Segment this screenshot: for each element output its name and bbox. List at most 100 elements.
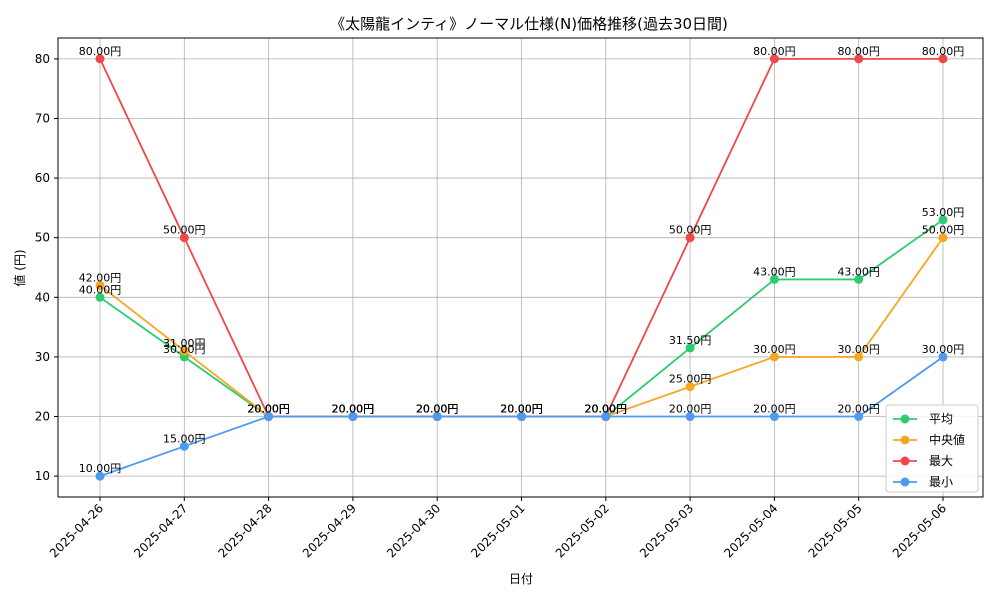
x-tick-label: 2025-05-04 — [721, 501, 780, 560]
data-label: 20.00円 — [332, 403, 375, 416]
data-point — [685, 412, 695, 422]
legend-frame — [885, 404, 979, 493]
data-label: 20.00円 — [753, 403, 796, 416]
data-point — [179, 346, 189, 356]
data-point — [854, 54, 864, 64]
data-point — [769, 274, 779, 284]
data-label: 20.00円 — [416, 403, 459, 416]
data-label: 20.00円 — [416, 403, 459, 416]
data-label: 20.00円 — [500, 403, 543, 416]
data-point — [854, 412, 864, 422]
data-label: 80.00円 — [79, 45, 122, 58]
x-tick-label: 2025-05-02 — [553, 501, 612, 560]
data-label: 20.00円 — [416, 403, 459, 416]
data-label: 20.00円 — [247, 403, 290, 416]
legend-marker — [900, 414, 910, 424]
data-label: 20.00円 — [669, 403, 712, 416]
data-point — [601, 412, 611, 422]
data-label: 20.00円 — [247, 403, 290, 416]
data-label: 31.50円 — [669, 334, 712, 347]
data-label: 80.00円 — [753, 45, 796, 58]
data-label: 50.00円 — [922, 224, 965, 237]
data-point — [685, 343, 695, 353]
data-label: 15.00円 — [163, 432, 206, 445]
data-point — [432, 412, 442, 422]
data-point — [179, 441, 189, 451]
data-point — [517, 412, 526, 422]
y-tick-label: 30 — [35, 350, 50, 364]
x-tick-label: 2025-05-01 — [468, 501, 527, 560]
data-point — [938, 54, 948, 64]
data-label: 20.00円 — [500, 403, 543, 416]
data-point — [938, 352, 948, 362]
data-point — [264, 412, 274, 422]
x-tick-label: 2025-04-28 — [216, 501, 275, 560]
x-tick-label: 2025-05-05 — [806, 501, 865, 560]
data-point — [95, 471, 105, 481]
series-points — [95, 54, 948, 481]
legend-marker — [900, 456, 910, 466]
data-label: 20.00円 — [247, 403, 290, 416]
data-label: 53.00円 — [922, 206, 965, 219]
x-tick-label: 2025-04-30 — [384, 501, 443, 560]
data-label: 30.00円 — [753, 343, 796, 356]
y-tick-label: 20 — [35, 410, 50, 424]
data-label: 20.00円 — [837, 403, 880, 416]
x-tick-label: 2025-05-03 — [637, 501, 696, 560]
data-point — [938, 233, 948, 243]
data-point — [95, 292, 105, 302]
x-tick-label: 2025-04-27 — [131, 501, 190, 560]
data-labels: 40.00円 30.00円 20.00円 20.00円 20.00円 20.00円 20.0… — [79, 45, 965, 475]
data-label: 50.00円 — [669, 224, 712, 237]
data-point — [179, 233, 189, 243]
data-label: 25.00円 — [669, 373, 712, 386]
data-point — [348, 412, 358, 422]
data-point — [854, 352, 864, 362]
data-label: 31.00円 — [163, 337, 206, 350]
data-label: 20.00円 — [416, 403, 459, 416]
data-point — [95, 54, 105, 64]
data-label: 30.00円 — [163, 343, 206, 356]
x-tick-label: 2025-05-06 — [890, 501, 949, 560]
data-label: 10.00円 — [79, 462, 122, 475]
legend-label: 最大 — [929, 454, 953, 468]
data-point — [854, 274, 864, 284]
x-axis: 2025-04-26 2025-04-27 2025-04-28 2025-04-29… — [47, 497, 949, 560]
legend-marker — [900, 435, 910, 445]
data-label: 20.00円 — [585, 403, 628, 416]
data-label: 20.00円 — [585, 403, 628, 416]
data-label: 43.00円 — [753, 265, 796, 278]
data-point — [769, 352, 779, 362]
data-label: 42.00円 — [79, 271, 122, 284]
data-label: 20.00円 — [332, 403, 375, 416]
y-tick-label: 50 — [35, 231, 50, 245]
data-label: 20.00円 — [500, 403, 543, 416]
data-point — [938, 215, 948, 225]
data-label: 20.00円 — [247, 403, 290, 416]
data-point — [769, 54, 779, 64]
data-label: 30.00円 — [922, 343, 965, 356]
y-tick-label: 80 — [35, 52, 50, 66]
data-point — [95, 280, 105, 290]
data-label: 40.00円 — [79, 283, 122, 296]
data-point — [685, 382, 695, 392]
data-label: 20.00円 — [332, 403, 375, 416]
plot-area-frame — [57, 37, 984, 498]
data-label: 80.00円 — [922, 45, 965, 58]
data-label: 30.00円 — [837, 343, 880, 356]
legend-label: 中央値 — [929, 432, 965, 447]
data-label: 20.00円 — [585, 403, 628, 416]
y-tick-label: 40 — [35, 290, 50, 304]
data-label: 20.00円 — [332, 403, 375, 416]
legend-marker — [900, 477, 910, 487]
x-tick-label: 2025-04-26 — [47, 501, 106, 560]
data-point — [685, 233, 695, 243]
legend-label: 最小 — [929, 475, 953, 489]
data-label: 20.00円 — [585, 403, 628, 416]
data-label: 80.00円 — [837, 45, 880, 58]
data-label: 43.00円 — [837, 265, 880, 278]
y-axis-label: 値 (円) — [12, 249, 27, 286]
data-label: 20.00円 — [500, 403, 543, 416]
